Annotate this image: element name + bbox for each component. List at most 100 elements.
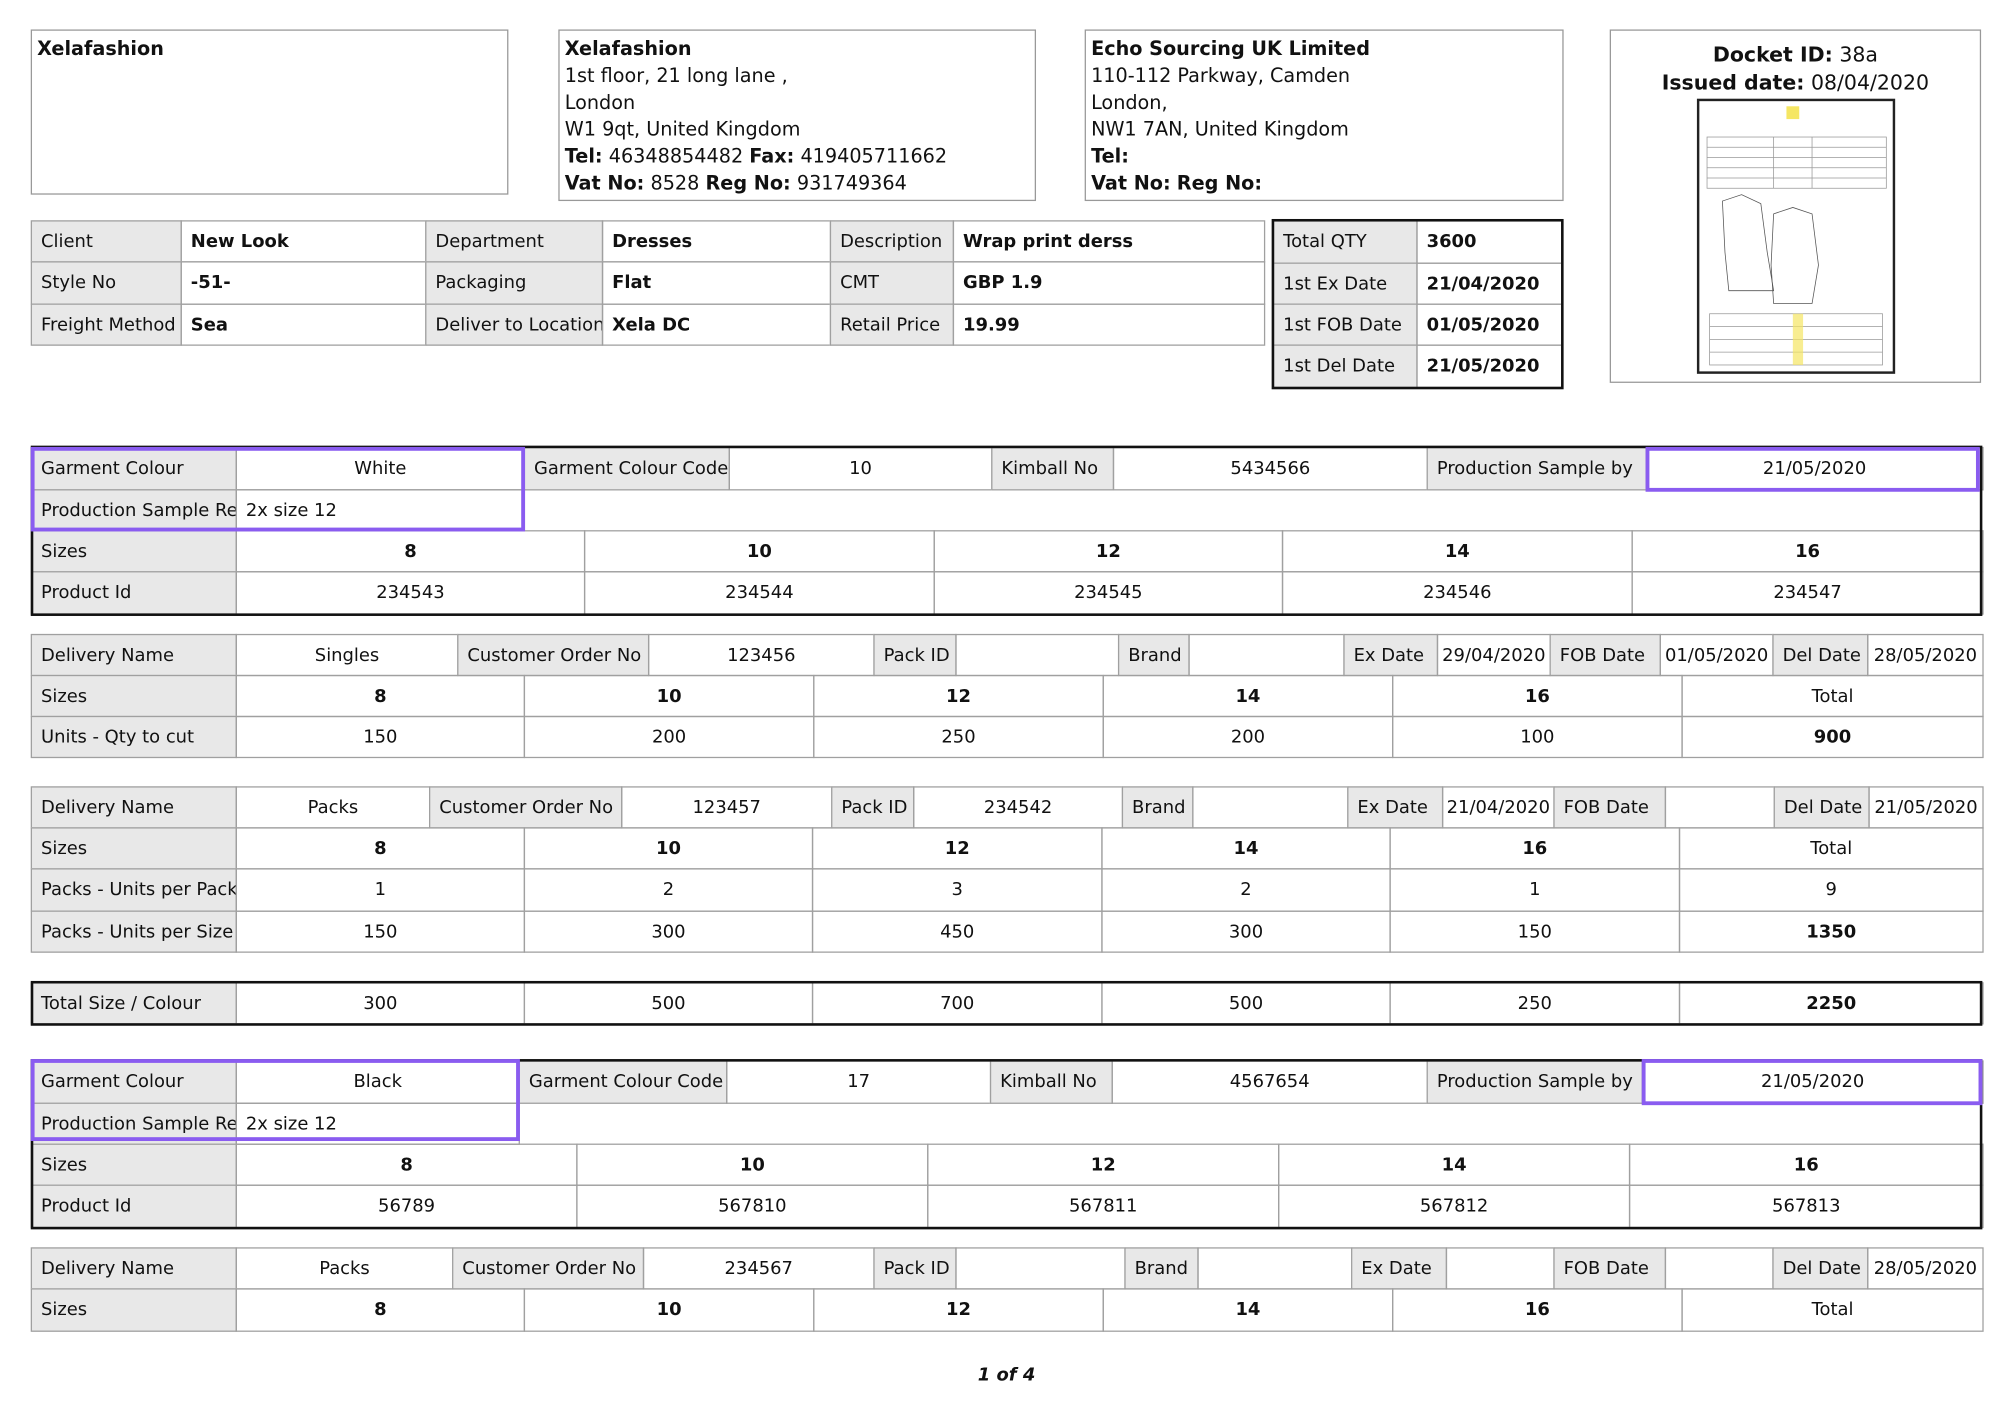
address: NW1 7AN, United Kingdom [1091, 117, 1349, 141]
table-cell: Ex Date [1347, 786, 1444, 829]
table-cell: 21/05/2020 [1868, 786, 1984, 829]
table-cell [1445, 1247, 1555, 1290]
table-cell: 250 [1389, 982, 1681, 1025]
table-cell: Brand [1121, 786, 1194, 829]
table-cell: 1st Ex Date [1272, 262, 1418, 305]
table-cell: 4567654 [1111, 1060, 1428, 1104]
table-cell: 21/05/2020 [1416, 344, 1563, 389]
table-cell [955, 633, 1120, 677]
table-cell: 234545 [933, 571, 1284, 615]
table-cell: Garment Colour Code [523, 446, 730, 491]
table-cell [1664, 786, 1775, 829]
table-cell: 500 [523, 982, 814, 1025]
table-cell: Dresses [601, 220, 832, 263]
table-cell: 28/05/2020 [1867, 633, 1984, 677]
table-cell: 100 [1392, 715, 1683, 759]
factory-box: Xelafashion 1st floor, 21 long lane , Lo… [558, 29, 1037, 202]
table-cell: Customer Order No [452, 1247, 645, 1290]
table-cell: 123457 [621, 786, 833, 829]
table-cell: Brand [1117, 633, 1190, 677]
table-cell: Production Sample Req [30, 489, 237, 532]
sketch-thumbnail [1696, 98, 1896, 374]
table-cell: 10 [523, 1288, 815, 1332]
label: Tel: [564, 144, 603, 168]
table-cell: Sizes [30, 674, 237, 718]
table-cell: 8 [235, 530, 586, 573]
table-cell: 300 [523, 910, 814, 953]
table-cell: Kimball No [991, 446, 1115, 491]
table-cell: 16 [1628, 1143, 1984, 1186]
table-cell: 1 [235, 868, 526, 912]
table-cell: 234544 [583, 571, 935, 615]
table-cell: Ex Date [1351, 1247, 1448, 1290]
table-cell: 8 [235, 1143, 578, 1186]
table-cell: 10 [728, 446, 993, 491]
table-cell: Product Id [30, 1184, 237, 1229]
table-cell: 28/05/2020 [1867, 1247, 1984, 1290]
table-cell: Total [1681, 1288, 1984, 1332]
table-cell: Black [235, 1060, 520, 1104]
table-cell: 567811 [927, 1184, 1280, 1229]
table-cell: Packs - Units per Size [30, 910, 237, 953]
table-cell: 2x size 12 [235, 1102, 520, 1145]
label: Reg No: [1176, 171, 1263, 195]
table-cell: Kimball No [989, 1060, 1113, 1104]
label: Fax: [749, 144, 795, 168]
table-cell: Retail Price [829, 303, 955, 346]
table-cell: Customer Order No [457, 633, 650, 677]
table-cell: Sizes [30, 827, 237, 870]
table-cell: 16 [1392, 674, 1683, 718]
table-cell: Flat [601, 261, 832, 305]
table-cell: Delivery Name [30, 633, 237, 677]
client-box: Xelafashion [30, 29, 509, 195]
table-cell: 12 [813, 674, 1104, 718]
table-cell: 2x size 12 [235, 489, 526, 532]
label: Reg No: [705, 171, 791, 195]
table-cell: 234546 [1281, 571, 1633, 615]
table-cell: GBP 1.9 [952, 261, 1266, 305]
table-cell: 14 [1101, 827, 1391, 870]
table-cell: 234567 [642, 1247, 875, 1290]
table-cell: Packs [235, 786, 431, 829]
address: 1st floor, 21 long lane , [564, 64, 788, 88]
table-cell: 21/04/2020 [1441, 786, 1555, 829]
table-cell: Singles [235, 633, 459, 677]
tel: 46348854482 [608, 144, 744, 168]
table-cell: 1 [1389, 868, 1681, 912]
label: Tel: [1091, 144, 1129, 168]
label: Issued date: [1661, 70, 1805, 95]
table-cell: Packs - Units per Pack [30, 868, 237, 912]
table-cell: 567810 [576, 1184, 929, 1229]
table-cell: 200 [1102, 715, 1394, 759]
table-cell: New Look [180, 220, 427, 263]
table-cell: Product Id [30, 571, 237, 615]
table-cell: 3 [811, 868, 1103, 912]
table-cell: 21/05/2020 [1645, 446, 1984, 491]
table-cell: Garment Colour Code [518, 1060, 728, 1104]
address: London, [1091, 90, 1168, 114]
table-cell: 19.99 [952, 303, 1266, 346]
table-cell: 1350 [1678, 910, 1984, 953]
table-cell: Del Date [1772, 1247, 1869, 1290]
table-cell: FOB Date [1553, 786, 1667, 829]
table-cell: 300 [1101, 910, 1391, 953]
table-cell: 10 [576, 1143, 929, 1186]
table-cell: 14 [1281, 530, 1633, 573]
table-cell: Total Size / Colour [30, 982, 237, 1025]
table-cell: 10 [523, 827, 814, 870]
table-cell: Production Sample by [1426, 446, 1647, 491]
table-cell: Wrap print derss [952, 220, 1266, 263]
table-cell: Total [1681, 674, 1984, 718]
table-cell: Production Sample by [1426, 1060, 1644, 1104]
table-cell: 21/04/2020 [1416, 262, 1563, 305]
table-cell: Delivery Name [30, 786, 237, 829]
table-cell: 56789 [235, 1184, 578, 1229]
supplier-box: Echo Sourcing UK Limited 110-112 Parkway… [1084, 29, 1564, 202]
table-cell: 150 [235, 715, 526, 759]
label: Docket ID: [1712, 42, 1833, 67]
table-cell: Client [30, 220, 182, 263]
table-cell: 16 [1389, 827, 1681, 870]
table-cell: Pack ID [831, 786, 915, 829]
table-cell: 234543 [235, 571, 586, 615]
